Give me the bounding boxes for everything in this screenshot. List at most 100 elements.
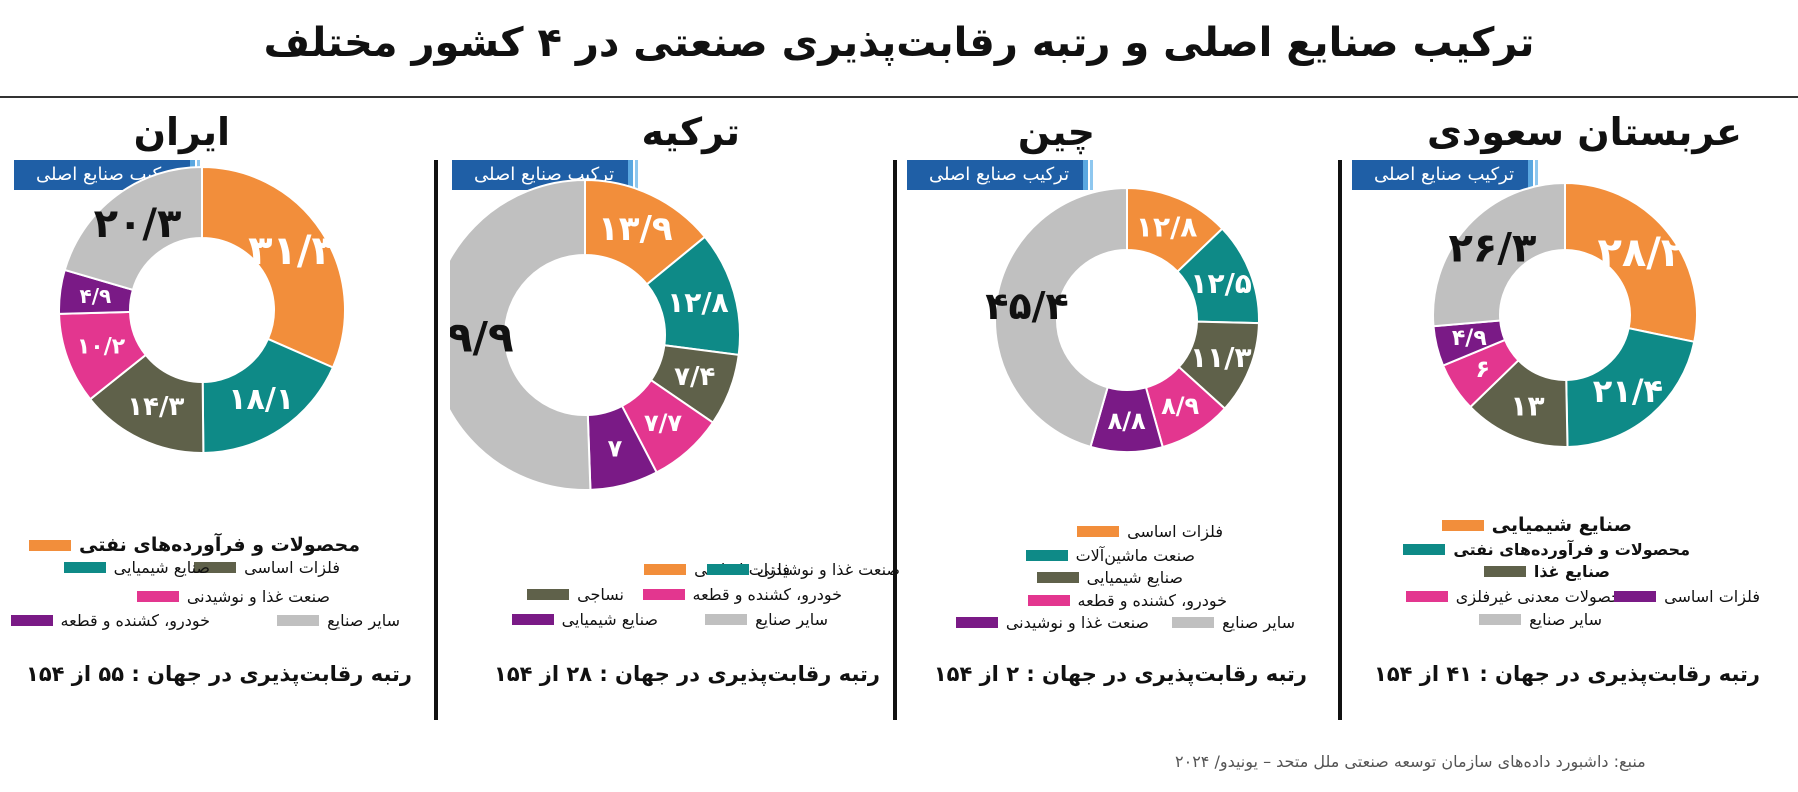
legend-label: سایر صنایع: [1529, 610, 1602, 629]
legend-item: نساجی: [527, 585, 624, 604]
legend-swatch: [1403, 544, 1446, 555]
slice-value-label: ۲۶/۳: [1449, 225, 1537, 271]
slice-value-label: ۱۰/۲: [77, 334, 126, 359]
donut-chart-saudi: ۲۸/۲ ۲۱/۴ ۱۳ ۶ ۴/۹ ۲۶/۳: [1432, 181, 1698, 448]
legend-label: فلزات اساسی: [1664, 587, 1760, 606]
legend-label: صنایع غذا: [1533, 562, 1610, 581]
legend-swatch: [1614, 591, 1657, 602]
legend-swatch: [644, 564, 687, 575]
title-divider: [0, 96, 1798, 98]
legend-swatch: [1483, 566, 1526, 577]
legend-label: فلزات اساسی: [244, 558, 340, 577]
donut-chart-iran: ۳۱/۳ ۱۸/۱ ۱۴/۳ ۱۰/۲ ۴/۹ ۲۰/۳: [58, 165, 346, 455]
legend-item: محصولات و فرآورده‌های نفتی: [1403, 540, 1690, 559]
legend-item: صنایع غذا: [1483, 562, 1610, 581]
country-title: ترکیه: [641, 110, 740, 154]
legend-label: خودرو، کشنده و قطعه: [1077, 591, 1227, 610]
panel-iran: ایران ترکیب صنایع اصلی ۳۱/۳ ۱۸/۱ ۱۴/۳ ۱۰/۲ ۴…: [0, 110, 430, 722]
legend-item: محصولات معدنی غیرفلزی: [1405, 587, 1630, 606]
legend-swatch: [1441, 519, 1484, 531]
legend-label: صنعت غذا و نوشیدنی: [1005, 613, 1149, 632]
slice-value-label: ۷/۷: [644, 409, 682, 437]
slice-value-label: ۴۵/۴: [985, 284, 1068, 328]
slice-value-label: ۱۲/۸: [667, 286, 729, 319]
slice-value-label: ۱۱/۳: [1190, 341, 1252, 374]
subtitle-badge: ترکیب صنایع اصلی: [907, 160, 1094, 190]
donut-slice: [450, 178, 592, 491]
legend-swatch: [1479, 614, 1522, 625]
legend-item: سایر صنایع: [1172, 613, 1295, 632]
legend-item: سایر صنایع: [277, 611, 400, 630]
slice-value-label: ۴/۹: [80, 284, 112, 308]
panel-divider: [434, 160, 438, 720]
legend-swatch: [1405, 591, 1448, 602]
legend-item: سایر صنایع: [705, 610, 828, 629]
legend-label: صنایع شیمیایی: [1086, 568, 1183, 587]
legend-label: محصولات و فرآورده‌های نفتی: [1453, 540, 1690, 559]
source-note: منبع: داشبورد داده‌های سازمان توسعه صنعت…: [1175, 752, 1646, 771]
legend-swatch: [1025, 550, 1068, 561]
legend-label: صنایع شیمیایی: [1491, 514, 1632, 536]
legend-item: خودرو، کشنده و قطعه: [1027, 591, 1227, 610]
panel-divider: [1338, 160, 1342, 720]
page-title: ترکیب صنایع اصلی و رتبه رقابت‌پذیری صنعت…: [263, 20, 1535, 66]
slice-value-label: ۷: [608, 435, 623, 463]
legend-swatch: [136, 591, 179, 602]
legend-swatch: [63, 562, 106, 573]
legend-label: خودرو، کشنده و قطعه: [60, 611, 210, 630]
legend-item: صنعت غذا و نوشیدنی: [706, 560, 900, 579]
legend-label: فلزات اساسی: [1127, 522, 1223, 541]
rank-text: رتبه رقابت‌پذیری در جهان : ۴۱ از ۱۵۴: [1374, 662, 1760, 686]
legend-item: خودرو، کشنده و قطعه: [642, 585, 842, 604]
donut-slice: [1564, 181, 1698, 344]
slice-value-label: ۱۴/۳: [127, 392, 184, 422]
slice-value-label: ۴۹/۹: [450, 313, 514, 362]
legend-item: صنعت غذا و نوشیدنی: [136, 587, 330, 606]
panel-china: چین ترکیب صنایع اصلی ۱۲/۸ ۱۲/۵ ۱۱/۳ ۸/۹ ۸/۸ ۴…: [905, 110, 1335, 722]
slice-value-label: ۸/۹: [1161, 392, 1199, 420]
legend-swatch: [705, 614, 748, 625]
country-title: چین: [1017, 110, 1095, 154]
slice-value-label: ۲۱/۴: [1593, 372, 1663, 410]
legend-swatch: [29, 539, 72, 551]
slice-value-label: ۳۱/۳: [248, 228, 336, 274]
legend-item: صنایع شیمیایی: [511, 610, 658, 629]
rank-text: رتبه رقابت‌پذیری در جهان : ۲ از ۱۵۴: [933, 662, 1307, 686]
legend-swatch: [527, 589, 570, 600]
slice-value-label: ۱۲/۸: [1136, 211, 1198, 244]
legend-item: فلزات اساسی: [1614, 587, 1760, 606]
donut-slice: [994, 186, 1128, 449]
donut-slice: [1565, 327, 1696, 448]
panel-saudi-arabia: عربستان سعودی ترکیب صنایع اصلی ۲۸/۲ ۲۱/۴ ۱…: [1350, 110, 1780, 722]
slice-value-label: ۱۳: [1510, 390, 1544, 423]
legend-item: صنعت ماشین‌آلات: [1025, 546, 1195, 565]
donut-slice: [63, 165, 203, 292]
slice-value-label: ۲۰/۳: [94, 201, 182, 247]
legend-item: سایر صنایع: [1479, 610, 1602, 629]
subtitle-badge: ترکیب صنایع اصلی: [1352, 160, 1539, 190]
donut-slice: [1432, 181, 1566, 328]
donut-chart-china: ۱۲/۸ ۱۲/۵ ۱۱/۳ ۸/۹ ۸/۸ ۴۵/۴: [985, 186, 1260, 453]
legend-label: نساجی: [577, 585, 624, 604]
legend-swatch: [511, 614, 554, 625]
slice-value-label: ۱۲/۵: [1190, 267, 1252, 300]
legend-swatch: [194, 562, 237, 573]
legend-item: فلزات اساسی: [194, 558, 340, 577]
legend-item: خودرو، کشنده و قطعه: [10, 611, 210, 630]
legend-item: محصولات و فرآورده‌های نفتی: [29, 534, 360, 556]
donut-slice: [201, 337, 335, 455]
slice-value-label: ۱۸/۱: [228, 382, 294, 417]
rank-text: رتبه رقابت‌پذیری در جهان : ۲۸ از ۱۵۴: [494, 662, 880, 686]
legend-item: صنعت غذا و نوشیدنی: [955, 613, 1149, 632]
legend-item: صنایع شیمیایی: [1036, 568, 1183, 587]
panel-divider: [893, 160, 897, 720]
slice-value-label: ۴/۹: [1452, 326, 1487, 351]
legend-item: فلزات اساسی: [1077, 522, 1223, 541]
legend-swatch: [1027, 595, 1070, 606]
legend-item: صنایع شیمیایی: [63, 558, 210, 577]
legend-label: صنعت ماشین‌آلات: [1075, 546, 1195, 565]
slice-value-label: ۶: [1475, 355, 1490, 383]
legend-swatch: [10, 615, 53, 626]
legend-label: صنایع شیمیایی: [561, 610, 658, 629]
slice-value-label: ۸/۸: [1108, 407, 1146, 435]
